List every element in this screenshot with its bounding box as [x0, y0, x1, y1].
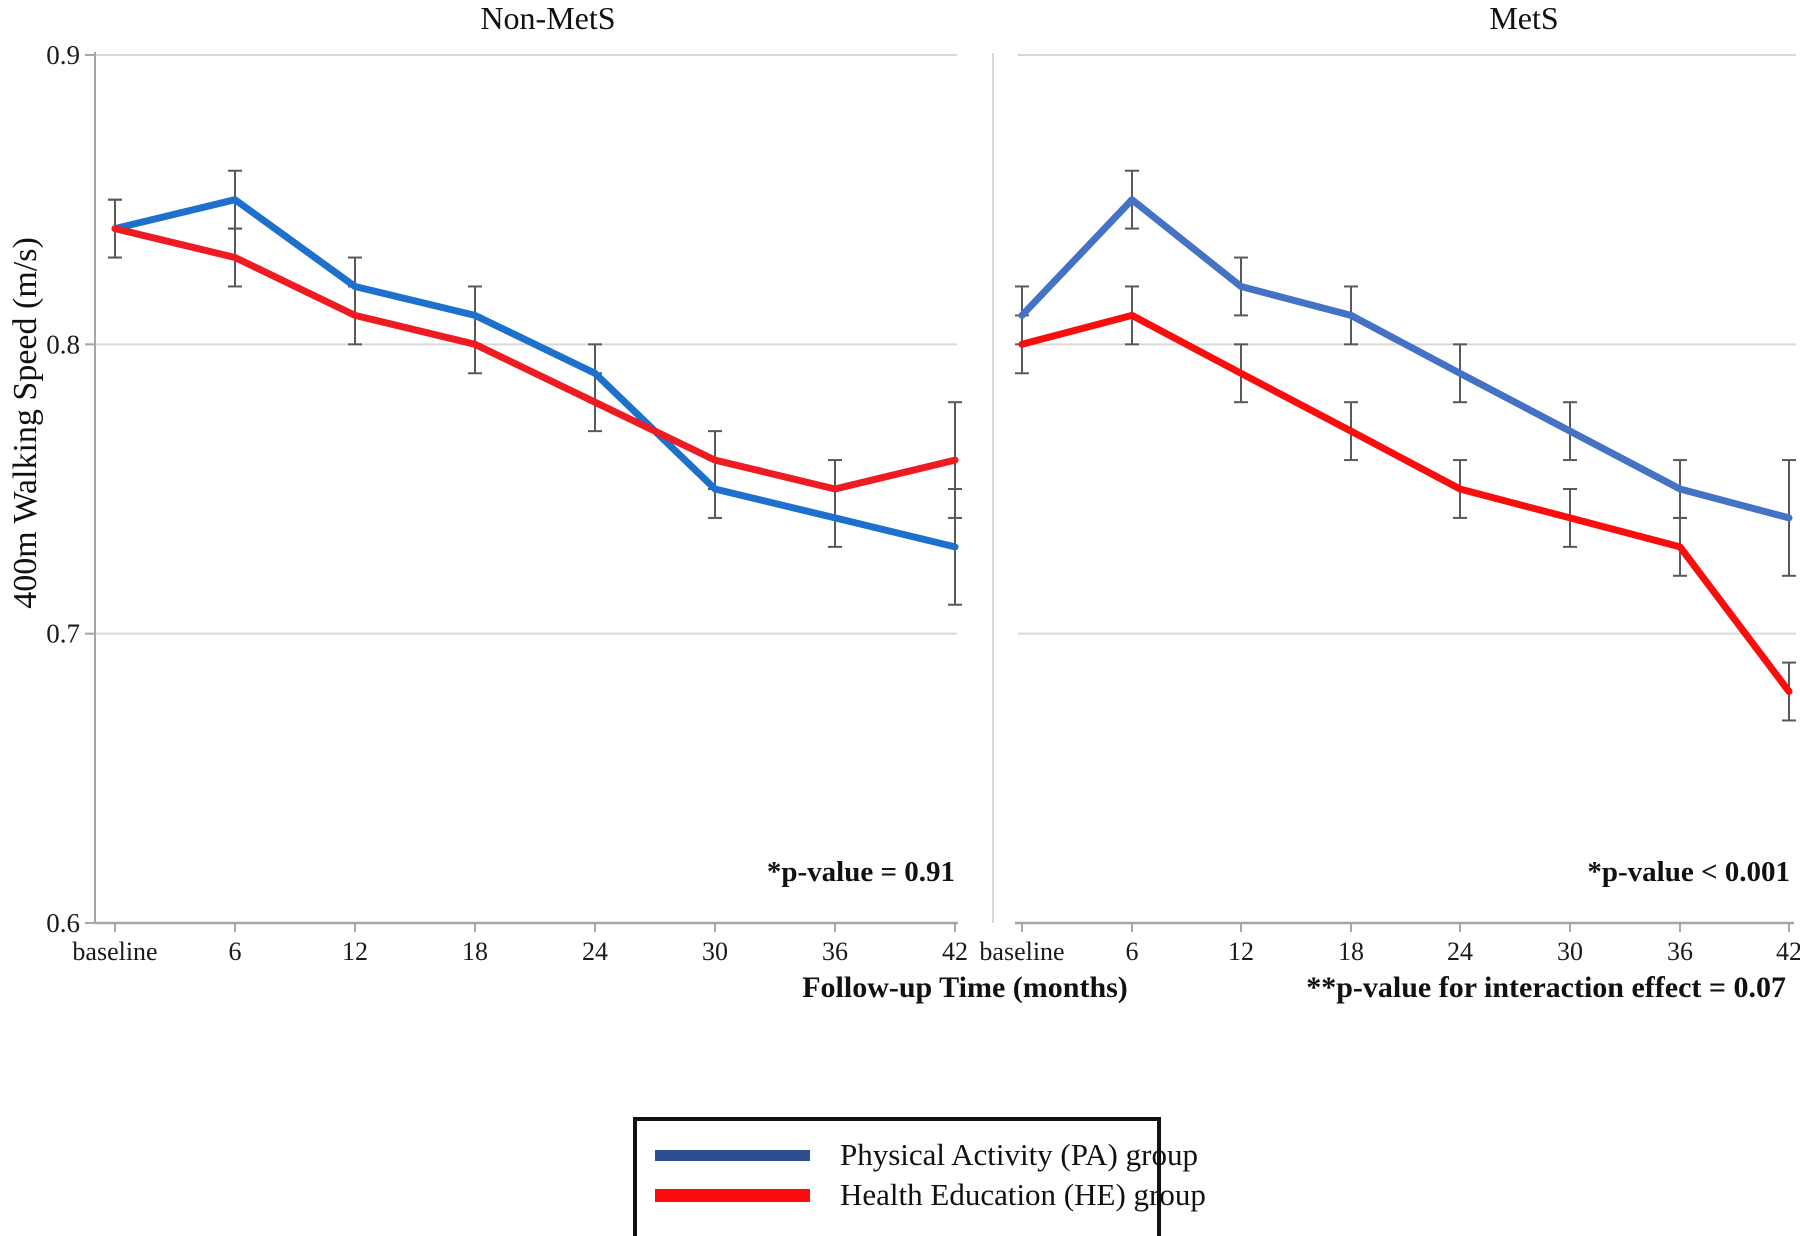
- legend-label-pa: Physical Activity (PA) group: [840, 1137, 1198, 1172]
- x-tick-label: 30: [1557, 937, 1583, 966]
- legend-item-he: Health Education (HE) group: [655, 1175, 1206, 1215]
- x-tick-label: 36: [822, 937, 848, 966]
- pa-line-swatch: [655, 1149, 810, 1161]
- x-axis-title: Follow-up Time (months): [802, 971, 1128, 1004]
- y-tick-label: 0.6: [46, 908, 80, 938]
- x-tick-label: 24: [582, 937, 608, 966]
- y-tick-label: 0.9: [46, 40, 80, 70]
- x-tick-label: 36: [1667, 937, 1693, 966]
- pvalue-annotation-non-mets: *p-value = 0.91: [766, 856, 955, 888]
- legend-label-he: Health Education (HE) group: [840, 1177, 1206, 1212]
- x-tick-label: 42: [1776, 937, 1800, 966]
- x-tick-label: baseline: [72, 937, 157, 966]
- pvalue-annotation-mets: *p-value < 0.001: [1587, 856, 1790, 888]
- y-axis-title: 400m Walking Speed (m/s): [7, 237, 44, 609]
- series-line-he: [1018, 311, 1793, 695]
- x-tick-label: 24: [1447, 937, 1473, 966]
- he-line-swatch: [655, 1188, 810, 1202]
- x-tick-label: 30: [702, 937, 728, 966]
- y-tick-label: 0.7: [46, 619, 80, 649]
- series-line-pa: [111, 196, 959, 551]
- series-line-pa: [1018, 196, 1793, 522]
- panel-title-mets: MetS: [1489, 0, 1559, 36]
- x-tick-label: 18: [1338, 937, 1364, 966]
- panel-title-non-mets: Non-MetS: [480, 0, 616, 36]
- legend-item-pa: Physical Activity (PA) group: [655, 1135, 1198, 1175]
- x-tick-label: 18: [462, 937, 488, 966]
- series-line-he: [111, 225, 959, 493]
- x-tick-label: 12: [342, 937, 368, 966]
- legend-box: Physical Activity (PA) group Health Educ…: [633, 1117, 1206, 1236]
- interaction-pvalue-note: **p-value for interaction effect = 0.07: [1306, 971, 1786, 1004]
- y-tick-label: 0.8: [46, 329, 80, 359]
- x-tick-label: baseline: [979, 937, 1064, 966]
- x-tick-label: 6: [229, 937, 242, 966]
- x-tick-label: 12: [1228, 937, 1254, 966]
- x-tick-label: 6: [1126, 937, 1139, 966]
- x-tick-label: 42: [942, 937, 968, 966]
